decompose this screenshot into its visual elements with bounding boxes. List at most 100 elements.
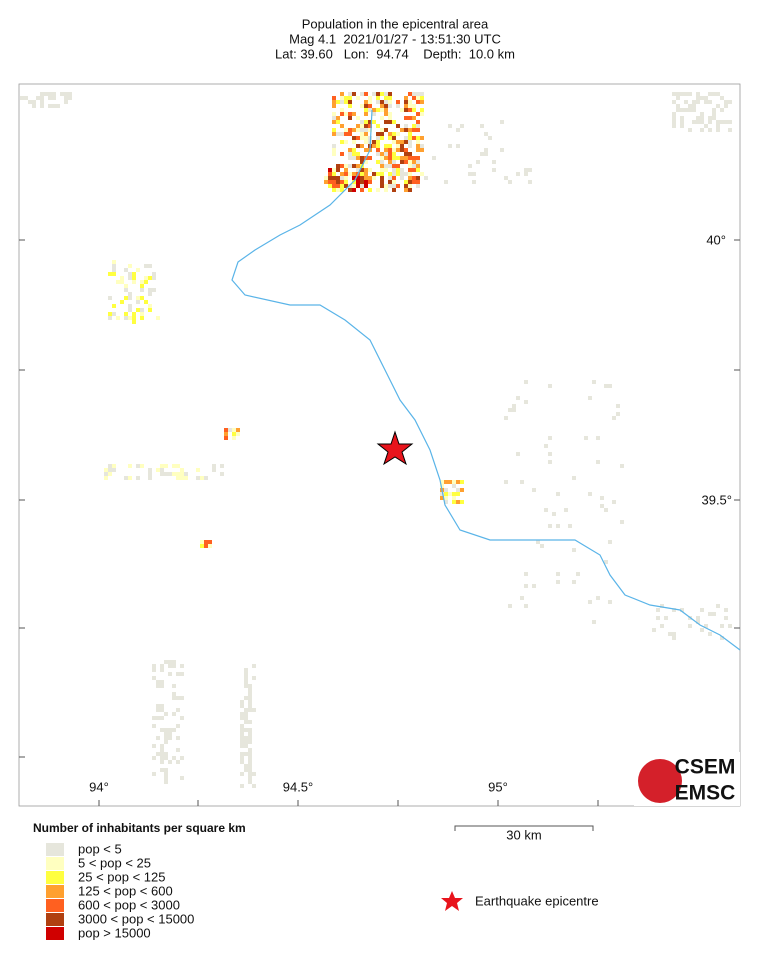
pop-cell [244, 668, 248, 672]
pop-cell [356, 136, 360, 140]
pop-cell [356, 116, 360, 120]
pop-cell [392, 160, 396, 164]
pop-cell [404, 140, 408, 144]
pop-cell [396, 132, 400, 136]
pop-cell [408, 136, 412, 140]
pop-cell [136, 296, 140, 300]
pop-cell [364, 148, 368, 152]
pop-cell [156, 716, 160, 720]
pop-cell [356, 152, 360, 156]
pop-cell [164, 756, 168, 760]
pop-cell [352, 188, 356, 192]
pop-cell [388, 132, 392, 136]
pop-cell [680, 120, 684, 124]
pop-cell [716, 128, 720, 132]
pop-cell [128, 464, 132, 468]
pop-cell [332, 188, 336, 192]
pop-cell [520, 480, 524, 484]
pop-cell [452, 496, 456, 500]
pop-cell [252, 676, 256, 680]
pop-cell [468, 164, 472, 168]
pop-cell [388, 144, 392, 148]
pop-cell [380, 172, 384, 176]
pop-cell [164, 732, 168, 736]
pop-cell [152, 288, 156, 292]
pop-cell [352, 128, 356, 132]
pop-cell [728, 624, 732, 628]
legend-swatch [46, 927, 64, 940]
pop-cell [176, 464, 180, 468]
pop-cell [692, 100, 696, 104]
pop-cell [104, 476, 108, 480]
pop-cell [400, 176, 404, 180]
pop-cell [348, 172, 352, 176]
pop-cell [704, 100, 708, 104]
pop-cell [172, 472, 176, 476]
lat-label: 39.5° [701, 492, 732, 507]
river [231, 109, 741, 651]
pop-cell [408, 128, 412, 132]
pop-cell [512, 404, 516, 408]
pop-cell [356, 184, 360, 188]
pop-cell [364, 140, 368, 144]
pop-cell [396, 168, 400, 172]
pop-cell [248, 736, 252, 740]
pop-cell [348, 104, 352, 108]
pop-cell [708, 612, 712, 616]
pop-cell [548, 436, 552, 440]
pop-cell [400, 144, 404, 148]
pop-cell [416, 148, 420, 152]
pop-cell [176, 736, 180, 740]
pop-cell [516, 172, 520, 176]
pop-cell [380, 108, 384, 112]
pop-cell [164, 772, 168, 776]
title: Population in the epicentral area [302, 16, 489, 31]
pop-cell [160, 716, 164, 720]
pop-cell [392, 148, 396, 152]
pop-cell [140, 288, 144, 292]
pop-cell [156, 468, 160, 472]
pop-cell [596, 436, 600, 440]
pop-cell [152, 724, 156, 728]
pop-cell [524, 380, 528, 384]
pop-cell [696, 92, 700, 96]
pop-cell [168, 660, 172, 664]
pop-cell [356, 164, 360, 168]
pop-cell [376, 132, 380, 136]
pop-cell [128, 272, 132, 276]
pop-cell [412, 124, 416, 128]
pop-cell [220, 472, 224, 476]
pop-cell [240, 724, 244, 728]
pop-cell [232, 428, 236, 432]
pop-cell [688, 624, 692, 628]
pop-cell [344, 168, 348, 172]
pop-cell [540, 544, 544, 548]
pop-cell [604, 560, 608, 564]
pop-cell [452, 500, 456, 504]
pop-cell [416, 184, 420, 188]
pop-cell [720, 120, 724, 124]
pop-cell [404, 180, 408, 184]
pop-cell [412, 108, 416, 112]
pop-cell [344, 96, 348, 100]
pop-cell [556, 524, 560, 528]
pop-cell [116, 280, 120, 284]
pop-cell [60, 92, 64, 96]
pop-cell [240, 716, 244, 720]
pop-cell [152, 664, 156, 668]
pop-cell [372, 140, 376, 144]
pop-cell [356, 168, 360, 172]
pop-cell [688, 128, 692, 132]
pop-cell [124, 312, 128, 316]
pop-cell [372, 172, 376, 176]
pop-cell [108, 464, 112, 468]
pop-cell [120, 276, 124, 280]
pop-cell [48, 92, 52, 96]
pop-cell [352, 164, 356, 168]
pop-cell [364, 124, 368, 128]
pop-cell [244, 672, 248, 676]
legend-label: pop < 5 [78, 841, 122, 856]
pop-cell [368, 124, 372, 128]
pop-cell [500, 120, 504, 124]
pop-cell [480, 152, 484, 156]
